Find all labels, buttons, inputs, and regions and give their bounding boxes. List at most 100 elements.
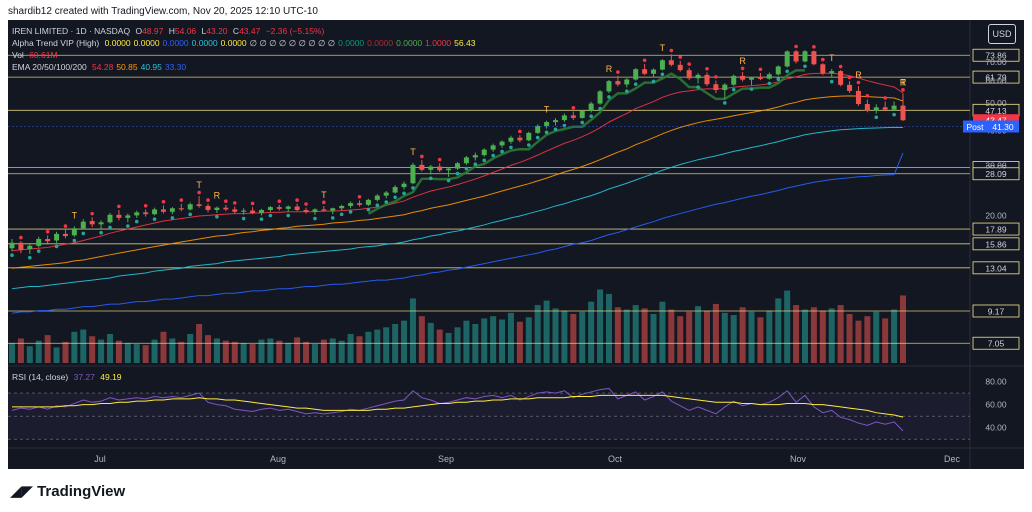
candle-body[interactable] bbox=[615, 81, 621, 85]
candle-body[interactable] bbox=[597, 91, 603, 104]
candle-body[interactable] bbox=[463, 157, 469, 164]
candle-body[interactable] bbox=[740, 75, 746, 80]
candle-body[interactable] bbox=[570, 115, 576, 118]
candle-body[interactable] bbox=[241, 210, 247, 212]
candle-body[interactable] bbox=[437, 166, 443, 171]
candle-body[interactable] bbox=[864, 104, 870, 111]
candle-body[interactable] bbox=[98, 222, 104, 225]
candle-body[interactable] bbox=[250, 210, 256, 213]
candle-body[interactable] bbox=[401, 183, 407, 188]
candle-body[interactable] bbox=[374, 195, 380, 200]
candle-body[interactable] bbox=[642, 69, 648, 74]
candle-body[interactable] bbox=[588, 103, 594, 111]
candle-body[interactable] bbox=[9, 242, 15, 249]
candle-body[interactable] bbox=[561, 115, 567, 121]
currency-button[interactable]: USD bbox=[988, 24, 1016, 44]
candle-body[interactable] bbox=[152, 209, 158, 215]
candle-body[interactable] bbox=[624, 79, 630, 85]
tradingview-logo[interactable]: ◢◤ TradingView bbox=[10, 482, 125, 500]
candle-body[interactable] bbox=[294, 206, 300, 210]
ema-line-0[interactable] bbox=[11, 72, 904, 252]
candle-body[interactable] bbox=[668, 60, 674, 65]
candle-body[interactable] bbox=[847, 84, 853, 91]
candle-body[interactable] bbox=[820, 64, 826, 74]
candle-body[interactable] bbox=[446, 168, 452, 171]
candle-body[interactable] bbox=[775, 66, 781, 75]
candle-body[interactable] bbox=[579, 110, 585, 118]
candle-body[interactable] bbox=[143, 212, 149, 215]
candle-body[interactable] bbox=[757, 77, 763, 79]
candle-body[interactable] bbox=[348, 203, 354, 206]
candle-body[interactable] bbox=[365, 199, 371, 205]
candle-body[interactable] bbox=[606, 81, 612, 92]
candle-body[interactable] bbox=[54, 233, 60, 241]
candle-body[interactable] bbox=[303, 209, 309, 212]
candle-body[interactable] bbox=[793, 51, 799, 62]
candle-body[interactable] bbox=[428, 166, 434, 170]
candle-body[interactable] bbox=[62, 233, 68, 237]
candle-body[interactable] bbox=[125, 215, 131, 218]
candle-body[interactable] bbox=[410, 164, 416, 184]
legend-rsi-row[interactable]: RSI (14, close) 37.27 49.19 bbox=[12, 372, 125, 382]
candle-body[interactable] bbox=[704, 74, 710, 85]
candle-body[interactable] bbox=[544, 122, 550, 126]
candle-body[interactable] bbox=[472, 155, 478, 158]
candle-body[interactable] bbox=[722, 84, 728, 91]
candle-body[interactable] bbox=[80, 221, 86, 229]
candle-body[interactable] bbox=[651, 69, 657, 74]
candle-body[interactable] bbox=[811, 51, 817, 65]
candle-body[interactable] bbox=[285, 206, 291, 209]
candle-body[interactable] bbox=[882, 107, 888, 110]
candle-body[interactable] bbox=[873, 107, 879, 111]
candle-body[interactable] bbox=[339, 205, 345, 209]
candle-body[interactable] bbox=[330, 208, 336, 211]
candle-body[interactable] bbox=[383, 192, 389, 196]
candle-body[interactable] bbox=[766, 74, 772, 79]
candle-body[interactable] bbox=[829, 71, 835, 74]
candle-body[interactable] bbox=[196, 204, 202, 206]
candle-body[interactable] bbox=[838, 71, 844, 85]
rsi-ma-line[interactable] bbox=[12, 394, 904, 418]
candle-body[interactable] bbox=[499, 141, 505, 146]
candle-body[interactable] bbox=[455, 163, 460, 169]
candle-body[interactable] bbox=[116, 214, 122, 218]
candle-body[interactable] bbox=[526, 132, 532, 141]
candle-body[interactable] bbox=[276, 207, 282, 209]
candle-body[interactable] bbox=[134, 212, 140, 216]
candle-body[interactable] bbox=[802, 51, 808, 62]
candle-body[interactable] bbox=[27, 245, 33, 250]
candle-body[interactable] bbox=[633, 69, 639, 80]
candle-body[interactable] bbox=[267, 207, 273, 210]
legend-volume-row[interactable]: Vol 60.61M bbox=[12, 50, 61, 60]
candle-body[interactable] bbox=[695, 74, 701, 79]
candle-body[interactable] bbox=[18, 242, 24, 250]
candle-body[interactable] bbox=[356, 203, 362, 205]
candle-body[interactable] bbox=[71, 228, 77, 236]
price-chart[interactable]: 73.8661.7947.1329.5628.0917.8915.8613.04… bbox=[8, 20, 1024, 469]
candle-body[interactable] bbox=[312, 209, 318, 212]
candle-body[interactable] bbox=[223, 207, 229, 210]
candle-body[interactable] bbox=[392, 187, 398, 193]
ema-line-1[interactable] bbox=[11, 95, 904, 269]
candle-body[interactable] bbox=[855, 90, 861, 105]
candle-body[interactable] bbox=[178, 208, 184, 210]
ema-line-3[interactable] bbox=[11, 152, 904, 314]
candle-body[interactable] bbox=[258, 209, 264, 213]
candle-body[interactable] bbox=[900, 105, 906, 121]
candle-body[interactable] bbox=[731, 75, 737, 85]
candle-body[interactable] bbox=[419, 164, 425, 170]
candle-body[interactable] bbox=[535, 125, 541, 133]
candle-body[interactable] bbox=[508, 137, 514, 142]
candle-body[interactable] bbox=[169, 208, 175, 212]
candle-body[interactable] bbox=[89, 221, 95, 225]
legend-ema-row[interactable]: EMA 20/50/100/200 54.28 50.85 40.95 33.30 bbox=[12, 62, 189, 72]
candle-body[interactable] bbox=[107, 214, 113, 223]
candle-body[interactable] bbox=[187, 204, 193, 210]
candle-body[interactable] bbox=[686, 70, 692, 79]
alpha-trend-line[interactable] bbox=[367, 69, 805, 215]
ema-line-2[interactable] bbox=[11, 126, 904, 290]
candle-body[interactable] bbox=[160, 209, 166, 212]
candle-body[interactable] bbox=[214, 207, 220, 210]
candle-body[interactable] bbox=[45, 238, 51, 242]
candle-body[interactable] bbox=[553, 120, 559, 123]
